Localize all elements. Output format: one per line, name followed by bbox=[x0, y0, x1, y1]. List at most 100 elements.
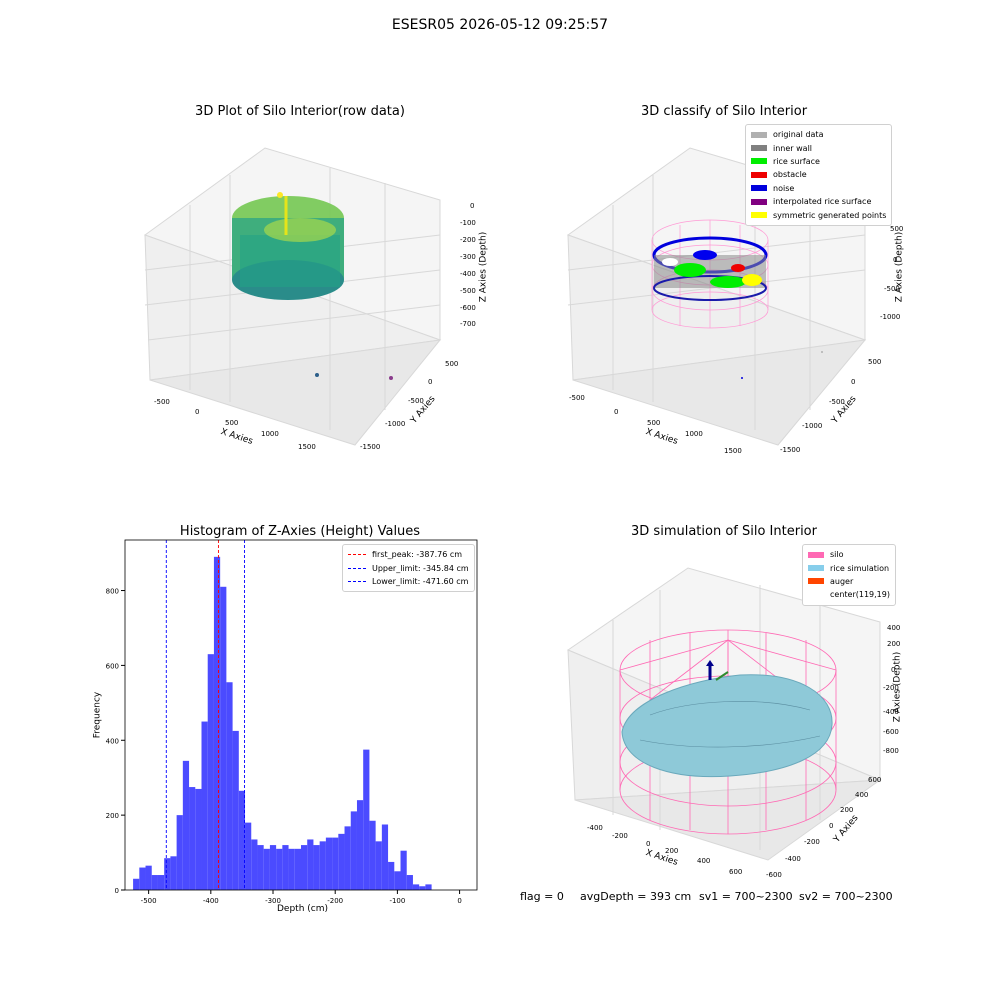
legend-swatch bbox=[751, 131, 767, 138]
classify-ztick: 0 bbox=[893, 256, 898, 264]
sim-ytick: -600 bbox=[766, 871, 782, 879]
raw-ytick: 500 bbox=[445, 360, 459, 368]
classify-ztick: -1000 bbox=[880, 313, 901, 321]
status-sv1: sv1 = 700~2300 bbox=[699, 890, 793, 903]
histogram-xlabel: Depth (cm) bbox=[277, 904, 329, 914]
legend-swatch bbox=[808, 551, 824, 558]
histogram-bar bbox=[412, 884, 420, 890]
histogram-bar bbox=[238, 790, 246, 890]
histogram-bar bbox=[151, 875, 158, 890]
auger-marker bbox=[706, 660, 729, 681]
histogram-legend: first_peak: -387.76 cm Upper_limit: -345… bbox=[342, 544, 475, 593]
raw-axes-box bbox=[143, 147, 442, 446]
classify-xtick: 0 bbox=[614, 408, 619, 416]
legend-item-symmetric: symmetric generated points bbox=[751, 208, 886, 221]
histogram-title: Histogram of Z-Axies (Height) Values bbox=[179, 524, 421, 539]
legend-item-interpolated: interpolated rice surface bbox=[751, 195, 886, 208]
histogram-bar bbox=[182, 760, 190, 890]
sim-xtick: 600 bbox=[729, 868, 743, 876]
legend-item-center: center(119,19) bbox=[808, 588, 890, 601]
histogram-bar bbox=[406, 875, 413, 890]
histogram-bar bbox=[195, 788, 202, 890]
status-avg-depth: avgDepth = 393 cm bbox=[580, 890, 692, 903]
legend-item-rice-simulation: rice simulation bbox=[808, 561, 890, 574]
raw-xtick: 500 bbox=[225, 419, 239, 427]
figure-title: ESESR05 2026-05-12 09:25:57 bbox=[391, 17, 609, 33]
histogram-bar bbox=[245, 822, 252, 890]
histogram-bar bbox=[164, 858, 171, 890]
legend-swatch bbox=[751, 158, 767, 165]
status-flag: flag = 0 bbox=[520, 890, 564, 903]
histogram-bar bbox=[288, 848, 295, 890]
sim-ytick: 400 bbox=[855, 791, 869, 799]
raw-ztick: -200 bbox=[460, 236, 476, 244]
classify-ytick: -1000 bbox=[802, 422, 823, 430]
histogram-bar bbox=[232, 730, 239, 890]
histogram-bar bbox=[139, 867, 146, 890]
sim-ztick: 200 bbox=[887, 640, 901, 648]
histogram-bar bbox=[400, 850, 407, 890]
raw-ytick: -500 bbox=[408, 397, 424, 405]
histogram-ytick-label: 0 bbox=[115, 887, 119, 895]
histogram-bar bbox=[419, 886, 426, 890]
raw-ztick: -700 bbox=[460, 320, 476, 328]
histogram-bar bbox=[356, 800, 364, 890]
legend-line bbox=[348, 580, 366, 582]
raw-ztick: -600 bbox=[460, 304, 476, 312]
sim-xtick: -200 bbox=[612, 832, 628, 840]
histogram-xtick-label: -200 bbox=[327, 897, 343, 905]
legend-item-noise: noise bbox=[751, 182, 886, 195]
sim-xtick: -400 bbox=[587, 824, 603, 832]
sim-xtick: 400 bbox=[697, 857, 711, 865]
sim-xtick: 0 bbox=[646, 840, 651, 848]
classify-legend: original data inner wall rice surface ob… bbox=[745, 124, 893, 226]
histogram-bar bbox=[344, 826, 351, 890]
classify-ytick: -1500 bbox=[780, 446, 801, 454]
histogram-bar bbox=[313, 845, 320, 890]
histogram-bar bbox=[375, 841, 382, 890]
histogram-bar bbox=[425, 884, 432, 890]
legend-swatch bbox=[751, 171, 767, 178]
sim-ztick: -200 bbox=[883, 684, 899, 692]
raw-xtick: 0 bbox=[195, 408, 200, 416]
legend-item-original-data: original data bbox=[751, 128, 886, 141]
classify-plot-title: 3D classify of Silo Interior bbox=[640, 104, 808, 119]
classify-ztick: 500 bbox=[890, 225, 904, 233]
legend-item-obstacle: obstacle bbox=[751, 168, 886, 181]
histogram-xtick-label: -400 bbox=[203, 897, 219, 905]
raw-ztick: 0 bbox=[470, 202, 475, 210]
histogram-bar bbox=[220, 586, 227, 890]
histogram-xtick-label: -500 bbox=[141, 897, 157, 905]
legend-swatch bbox=[751, 185, 767, 192]
raw-xtick: 1500 bbox=[298, 443, 316, 451]
histogram-xtick-label: -100 bbox=[389, 897, 405, 905]
histogram-bar bbox=[294, 848, 301, 890]
raw-outlier-point bbox=[389, 376, 393, 380]
histogram-bar bbox=[307, 839, 314, 890]
histogram-bar bbox=[301, 845, 308, 890]
classify-outlier-point bbox=[741, 377, 743, 379]
legend-swatch bbox=[751, 145, 767, 152]
histogram-bar bbox=[263, 848, 270, 890]
histogram-bar bbox=[226, 682, 233, 890]
legend-swatch bbox=[751, 212, 767, 219]
histogram-xtick-label: 0 bbox=[457, 897, 461, 905]
classify-xtick: 1500 bbox=[724, 447, 742, 455]
histogram-ticks: -500 -400 -300 -200 -100 0 0 200 400 600 800 bbox=[106, 588, 462, 905]
histogram-ylabel: Frequency bbox=[92, 691, 103, 739]
histogram-bar bbox=[276, 848, 283, 890]
sim-zlabel: Z Axies (Depth) bbox=[892, 651, 903, 723]
histogram-bar bbox=[213, 556, 221, 890]
raw-outlier-point bbox=[315, 373, 319, 377]
histogram-bar bbox=[338, 833, 345, 890]
raw-xtick: -500 bbox=[154, 398, 170, 406]
histogram-bar bbox=[363, 749, 370, 890]
classify-ytick: -500 bbox=[829, 398, 845, 406]
histogram-bar bbox=[145, 865, 152, 890]
raw-point-cloud bbox=[232, 192, 344, 300]
classify-ztick: -500 bbox=[884, 285, 900, 293]
sim-ztick: -600 bbox=[883, 728, 899, 736]
legend-item-lower-limit: Lower_limit: -471.60 cm bbox=[348, 575, 469, 588]
histogram-ytick-label: 600 bbox=[106, 662, 119, 670]
raw-ytick: -1000 bbox=[385, 420, 406, 428]
